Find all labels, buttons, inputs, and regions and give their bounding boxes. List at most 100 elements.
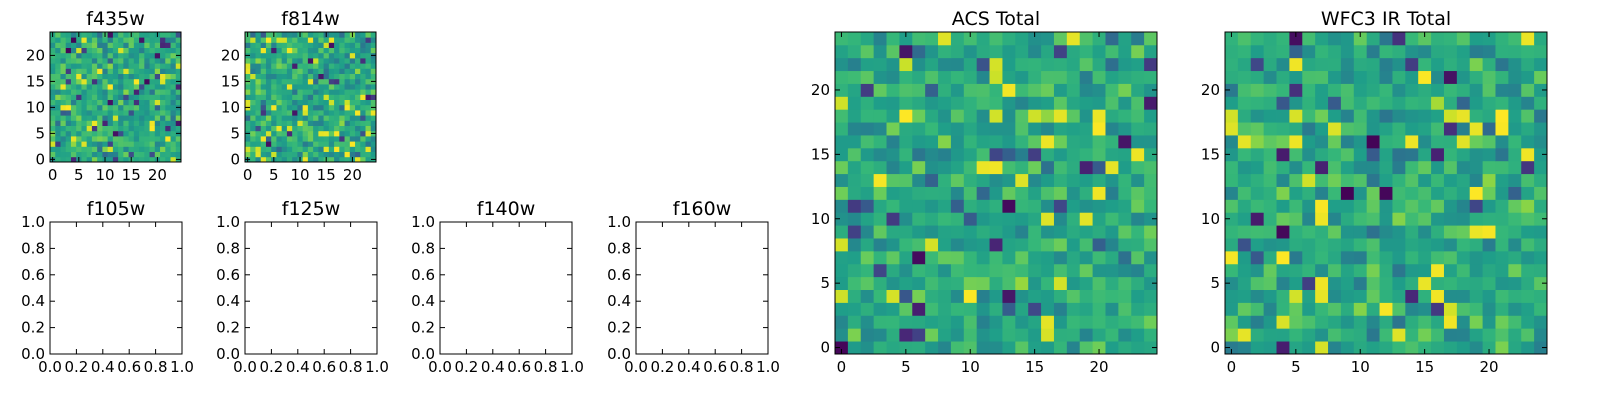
heatmap-cell <box>313 42 319 48</box>
heatmap-cell <box>160 32 166 38</box>
heatmap-cell <box>1443 199 1458 213</box>
heatmap-cell <box>276 104 283 111</box>
heatmap-cell <box>271 73 277 80</box>
heatmap-cell <box>1028 109 1042 123</box>
heatmap-cell <box>1508 289 1522 303</box>
heatmap-cell <box>1431 122 1445 136</box>
heatmap-cell <box>1131 250 1145 265</box>
heatmap-cell <box>281 52 288 59</box>
heatmap-cell <box>245 115 251 121</box>
heatmap-cell <box>112 146 119 152</box>
x-tick-label: 5 <box>74 166 84 184</box>
heatmap-cell <box>1289 341 1303 355</box>
heatmap-cell <box>1353 122 1368 136</box>
y-tick-label: 0.8 <box>411 239 435 257</box>
heatmap-cell <box>91 94 98 100</box>
heatmap-cell <box>1482 341 1496 355</box>
heatmap-cell <box>1289 250 1303 265</box>
heatmap-cell <box>250 63 256 69</box>
x-tick-label: 0 <box>48 166 58 184</box>
heatmap-cell <box>65 156 72 163</box>
heatmap-cell <box>1366 199 1380 213</box>
heatmap-cell <box>1418 70 1432 84</box>
heatmap-cell <box>1237 328 1252 342</box>
heatmap-cell <box>139 94 145 100</box>
heatmap-cell <box>328 110 335 116</box>
heatmap-cell <box>1418 276 1432 290</box>
heatmap-cell <box>123 37 129 43</box>
heatmap-cell <box>1015 186 1029 200</box>
heatmap-cell <box>260 136 267 142</box>
heatmap-cell <box>886 135 900 149</box>
heatmap-cell <box>97 68 103 74</box>
x-tick-label: 0.4 <box>481 358 505 376</box>
heatmap-cell <box>1340 250 1355 265</box>
heatmap-cell <box>1250 160 1265 175</box>
heatmap-cell <box>292 37 298 43</box>
heatmap-cell <box>976 186 990 200</box>
heatmap-cell <box>139 52 145 59</box>
heatmap-cell <box>128 110 135 116</box>
y-tick-label: 0.6 <box>21 266 45 284</box>
heatmap-cell <box>938 173 952 187</box>
heatmap-cell <box>1015 238 1029 252</box>
heatmap-cell <box>344 99 351 106</box>
heatmap-cell <box>1302 250 1316 265</box>
heatmap-cell <box>1340 341 1355 355</box>
heatmap-cell <box>297 47 304 54</box>
heatmap-cell <box>86 52 93 59</box>
heatmap-cell <box>313 58 319 64</box>
heatmap-cell <box>344 84 351 90</box>
heatmap-cell <box>1431 70 1445 84</box>
heatmap-cell <box>1250 212 1265 226</box>
x-tick-label: 0.2 <box>650 358 674 376</box>
heatmap-cell <box>81 52 88 59</box>
heatmap-cell <box>1456 315 1471 329</box>
heatmap-cell <box>860 341 875 355</box>
heatmap-cell <box>65 37 72 43</box>
heatmap-cell <box>250 73 256 80</box>
heatmap-cell <box>144 68 150 74</box>
heatmap-cell <box>1405 263 1419 278</box>
heatmap-cell <box>1015 122 1029 136</box>
heatmap-cell <box>835 302 849 316</box>
heatmap-cell <box>835 199 849 213</box>
heatmap-cell <box>1053 32 1068 46</box>
heatmap-cell <box>118 125 124 132</box>
heatmap-cell <box>365 120 372 126</box>
heatmap-cell <box>1144 341 1158 355</box>
heatmap-cell <box>1263 96 1277 110</box>
heatmap-cell <box>1521 186 1535 200</box>
heatmap-cell <box>313 84 319 90</box>
heatmap-cell <box>355 32 361 38</box>
heatmap-cell <box>154 99 161 106</box>
heatmap-cell <box>370 115 377 121</box>
heatmap-cell <box>323 130 330 137</box>
heatmap-cell <box>1508 83 1522 97</box>
heatmap-cell <box>1482 212 1496 226</box>
heatmap-cell <box>313 32 319 38</box>
heatmap-cell <box>165 78 171 85</box>
heatmap-cell <box>1118 57 1132 72</box>
heatmap-cell <box>50 47 56 54</box>
heatmap-cell <box>349 58 356 64</box>
heatmap-cell <box>86 32 93 38</box>
heatmap-cell <box>260 146 267 152</box>
heatmap-cell <box>873 199 887 213</box>
x-tick-label: 0.2 <box>454 358 478 376</box>
heatmap-cell <box>307 110 314 116</box>
heatmap-cell <box>1405 302 1419 316</box>
heatmap-cell <box>328 136 335 142</box>
y-tick-label: 0.0 <box>21 345 45 363</box>
heatmap-cell <box>250 47 256 54</box>
heatmap-cell <box>847 328 862 342</box>
heatmap-cell <box>1379 160 1393 175</box>
heatmap-cell <box>328 52 335 59</box>
heatmap-cell <box>1105 263 1119 278</box>
heatmap-cell <box>102 130 109 137</box>
heatmap-cell <box>297 58 304 64</box>
heatmap-cell <box>950 341 965 355</box>
heatmap-cell <box>1289 147 1303 162</box>
heatmap-cell <box>250 151 256 158</box>
heatmap-cell <box>1534 250 1548 265</box>
